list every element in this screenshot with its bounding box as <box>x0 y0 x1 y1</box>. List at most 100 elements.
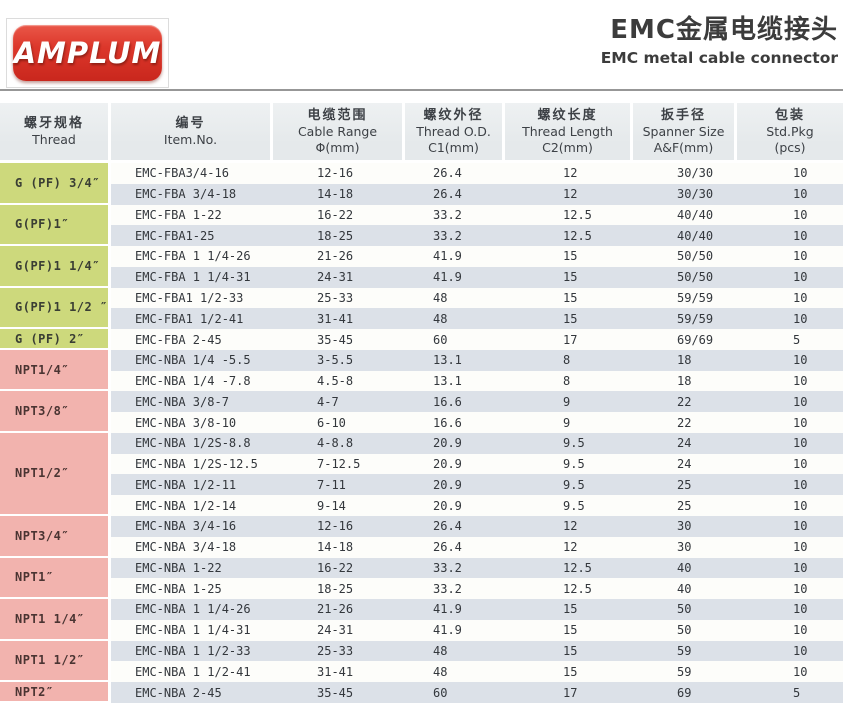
thread-group-label: G(PF)1″ <box>0 204 108 245</box>
thread-od-cell: 13.1 <box>405 370 505 392</box>
thread-od-cell: 48 <box>405 287 505 309</box>
spanner-size-cell: 22 <box>633 412 737 433</box>
column-header-text: Thread <box>32 131 76 147</box>
table-row: EMC-NBA 3/8-10 6-10 16.6 9 22 10 <box>0 412 843 433</box>
column-header-std-pkg: 包装 Std.Pkg (pcs) <box>737 103 843 163</box>
std-pkg-cell: 10 <box>737 266 843 288</box>
thread-od-cell: 60 <box>405 329 505 350</box>
spanner-size-cell: 30/30 <box>633 163 737 184</box>
thread-group-cell: G(PF)1 1/2 ″ <box>0 287 111 330</box>
top-bar: AMPLUM EMC金属电缆接头 EMC metal cable connect… <box>0 0 843 90</box>
thread-length-cell: 9 <box>505 391 633 413</box>
thread-od-cell: 20.9 <box>405 474 505 496</box>
column-header-text: A&F(mm) <box>653 139 714 155</box>
thread-od-cell: 26.4 <box>405 163 505 184</box>
thread-length-cell: 12 <box>505 163 633 184</box>
spanner-size-cell: 59/59 <box>633 287 737 309</box>
spanner-size-cell: 50 <box>633 619 737 641</box>
cable-range-cell: 31-41 <box>273 308 405 330</box>
cable-range-cell: 24-31 <box>273 266 405 288</box>
spanner-size-cell: 18 <box>633 349 737 371</box>
thread-length-cell: 12.5 <box>505 557 633 579</box>
thread-group-label: NPT3/4″ <box>0 516 108 556</box>
std-pkg-cell: 10 <box>737 412 843 433</box>
thread-od-cell: 20.9 <box>405 453 505 475</box>
thread-od-cell: 20.9 <box>405 432 505 454</box>
thread-group-cell: G(PF)1″ <box>0 204 111 247</box>
spanner-size-cell: 30/30 <box>633 183 737 205</box>
thread-length-cell: 15 <box>505 640 633 662</box>
brand-logo-frame: AMPLUM <box>6 18 169 88</box>
cable-range-cell: 4-7 <box>273 391 405 413</box>
thread-group-cell: NPT1/4″ <box>0 349 111 392</box>
std-pkg-cell: 10 <box>737 474 843 496</box>
cable-range-cell: 12-16 <box>273 163 405 184</box>
std-pkg-cell: 10 <box>737 246 843 267</box>
item-no-cell: EMC-NBA 3/8-10 <box>111 412 273 433</box>
thread-group-label: G (PF) 3/4″ <box>0 163 108 203</box>
table-row: G (PF) 2″ EMC-FBA 2-45 35-45 60 17 69/69 5 <box>0 329 843 350</box>
thread-od-cell: 26.4 <box>405 183 505 205</box>
thread-od-cell: 33.2 <box>405 225 505 247</box>
spec-table-body: G (PF) 3/4″ EMC-FBA3/4-16 12-16 26.4 12 30/30… <box>0 163 843 703</box>
cable-range-cell: 7-12.5 <box>273 453 405 475</box>
column-header-text: Cable Range <box>297 124 378 139</box>
thread-group-cell: NPT1/2″ <box>0 432 111 516</box>
std-pkg-cell: 10 <box>737 661 843 683</box>
table-row: EMC-FBA1 1/2-41 31-41 48 15 59/59 10 <box>0 308 843 330</box>
page-title-en: EMC metal cable connector <box>600 48 838 67</box>
spanner-size-cell: 30 <box>633 536 737 558</box>
item-no-cell: EMC-FBA1-25 <box>111 225 273 247</box>
header-divider <box>0 89 843 91</box>
thread-length-cell: 15 <box>505 599 633 620</box>
std-pkg-cell: 10 <box>737 370 843 392</box>
brand-logo-text: AMPLUM <box>13 36 162 70</box>
table-row: NPT2″ EMC-NBA 2-45 35-45 60 17 69 5 <box>0 682 843 703</box>
brand-logo: AMPLUM <box>13 25 162 81</box>
item-no-cell: EMC-FBA 1-22 <box>111 204 273 226</box>
cable-range-cell: 35-45 <box>273 329 405 350</box>
item-no-cell: EMC-NBA 1 1/2-41 <box>111 661 273 683</box>
table-row: EMC-NBA 1/2S-12.5 7-12.5 20.9 9.5 24 10 <box>0 453 843 475</box>
spanner-size-cell: 40 <box>633 557 737 579</box>
spanner-size-cell: 50/50 <box>633 246 737 267</box>
thread-od-cell: 16.6 <box>405 412 505 433</box>
spanner-size-cell: 40/40 <box>633 225 737 247</box>
cable-range-cell: 18-25 <box>273 225 405 247</box>
column-header-cable-range: 电缆范围 Cable Range Φ(mm) <box>273 103 405 163</box>
table-row: EMC-FBA 1 1/4-31 24-31 41.9 15 50/50 10 <box>0 266 843 288</box>
column-header-text: C2(mm) <box>542 139 593 155</box>
std-pkg-cell: 10 <box>737 432 843 454</box>
cable-range-cell: 4-8.8 <box>273 432 405 454</box>
cable-range-cell: 14-18 <box>273 183 405 205</box>
table-row: NPT1 1/4″ EMC-NBA 1 1/4-26 21-26 41.9 15 50 10 <box>0 599 843 639</box>
table-row: G(PF)1 1/4″ EMC-FBA 1 1/4-26 21-26 41.9 15 50… <box>0 246 843 286</box>
spanner-size-cell: 50/50 <box>633 266 737 288</box>
table-row: NPT3/8″ EMC-NBA 3/8-7 4-7 16.6 9 22 10 <box>0 391 843 431</box>
spanner-size-cell: 24 <box>633 432 737 454</box>
spanner-size-cell: 24 <box>633 453 737 475</box>
thread-od-cell: 26.4 <box>405 536 505 558</box>
column-header-text: C1(mm) <box>428 139 479 155</box>
thread-group-cell: G (PF) 3/4″ <box>0 163 111 205</box>
spanner-size-cell: 30 <box>633 516 737 537</box>
thread-length-cell: 9.5 <box>505 432 633 454</box>
column-header-thread-length: 螺纹长度 Thread Length C2(mm) <box>505 103 633 163</box>
spanner-size-cell: 18 <box>633 370 737 392</box>
cable-range-cell: 35-45 <box>273 682 405 703</box>
spanner-size-cell: 22 <box>633 391 737 413</box>
thread-group-cell: NPT1 1/4″ <box>0 599 111 641</box>
cable-range-cell: 25-33 <box>273 287 405 309</box>
thread-od-cell: 48 <box>405 308 505 330</box>
std-pkg-cell: 10 <box>737 453 843 475</box>
item-no-cell: EMC-NBA 1/2S-12.5 <box>111 453 273 475</box>
table-row: EMC-NBA 1 1/4-31 24-31 41.9 15 50 10 <box>0 619 843 641</box>
item-no-cell: EMC-NBA 1/2-14 <box>111 495 273 517</box>
item-no-cell: EMC-NBA 3/4-18 <box>111 536 273 558</box>
thread-length-cell: 15 <box>505 246 633 267</box>
item-no-cell: EMC-NBA 3/4-16 <box>111 516 273 537</box>
table-row: NPT1 1/2″ EMC-NBA 1 1/2-33 25-33 48 15 59 10 <box>0 640 843 681</box>
std-pkg-cell: 10 <box>737 183 843 205</box>
table-row: EMC-NBA 1/2-14 9-14 20.9 9.5 25 10 <box>0 495 843 517</box>
thread-length-cell: 12 <box>505 183 633 205</box>
